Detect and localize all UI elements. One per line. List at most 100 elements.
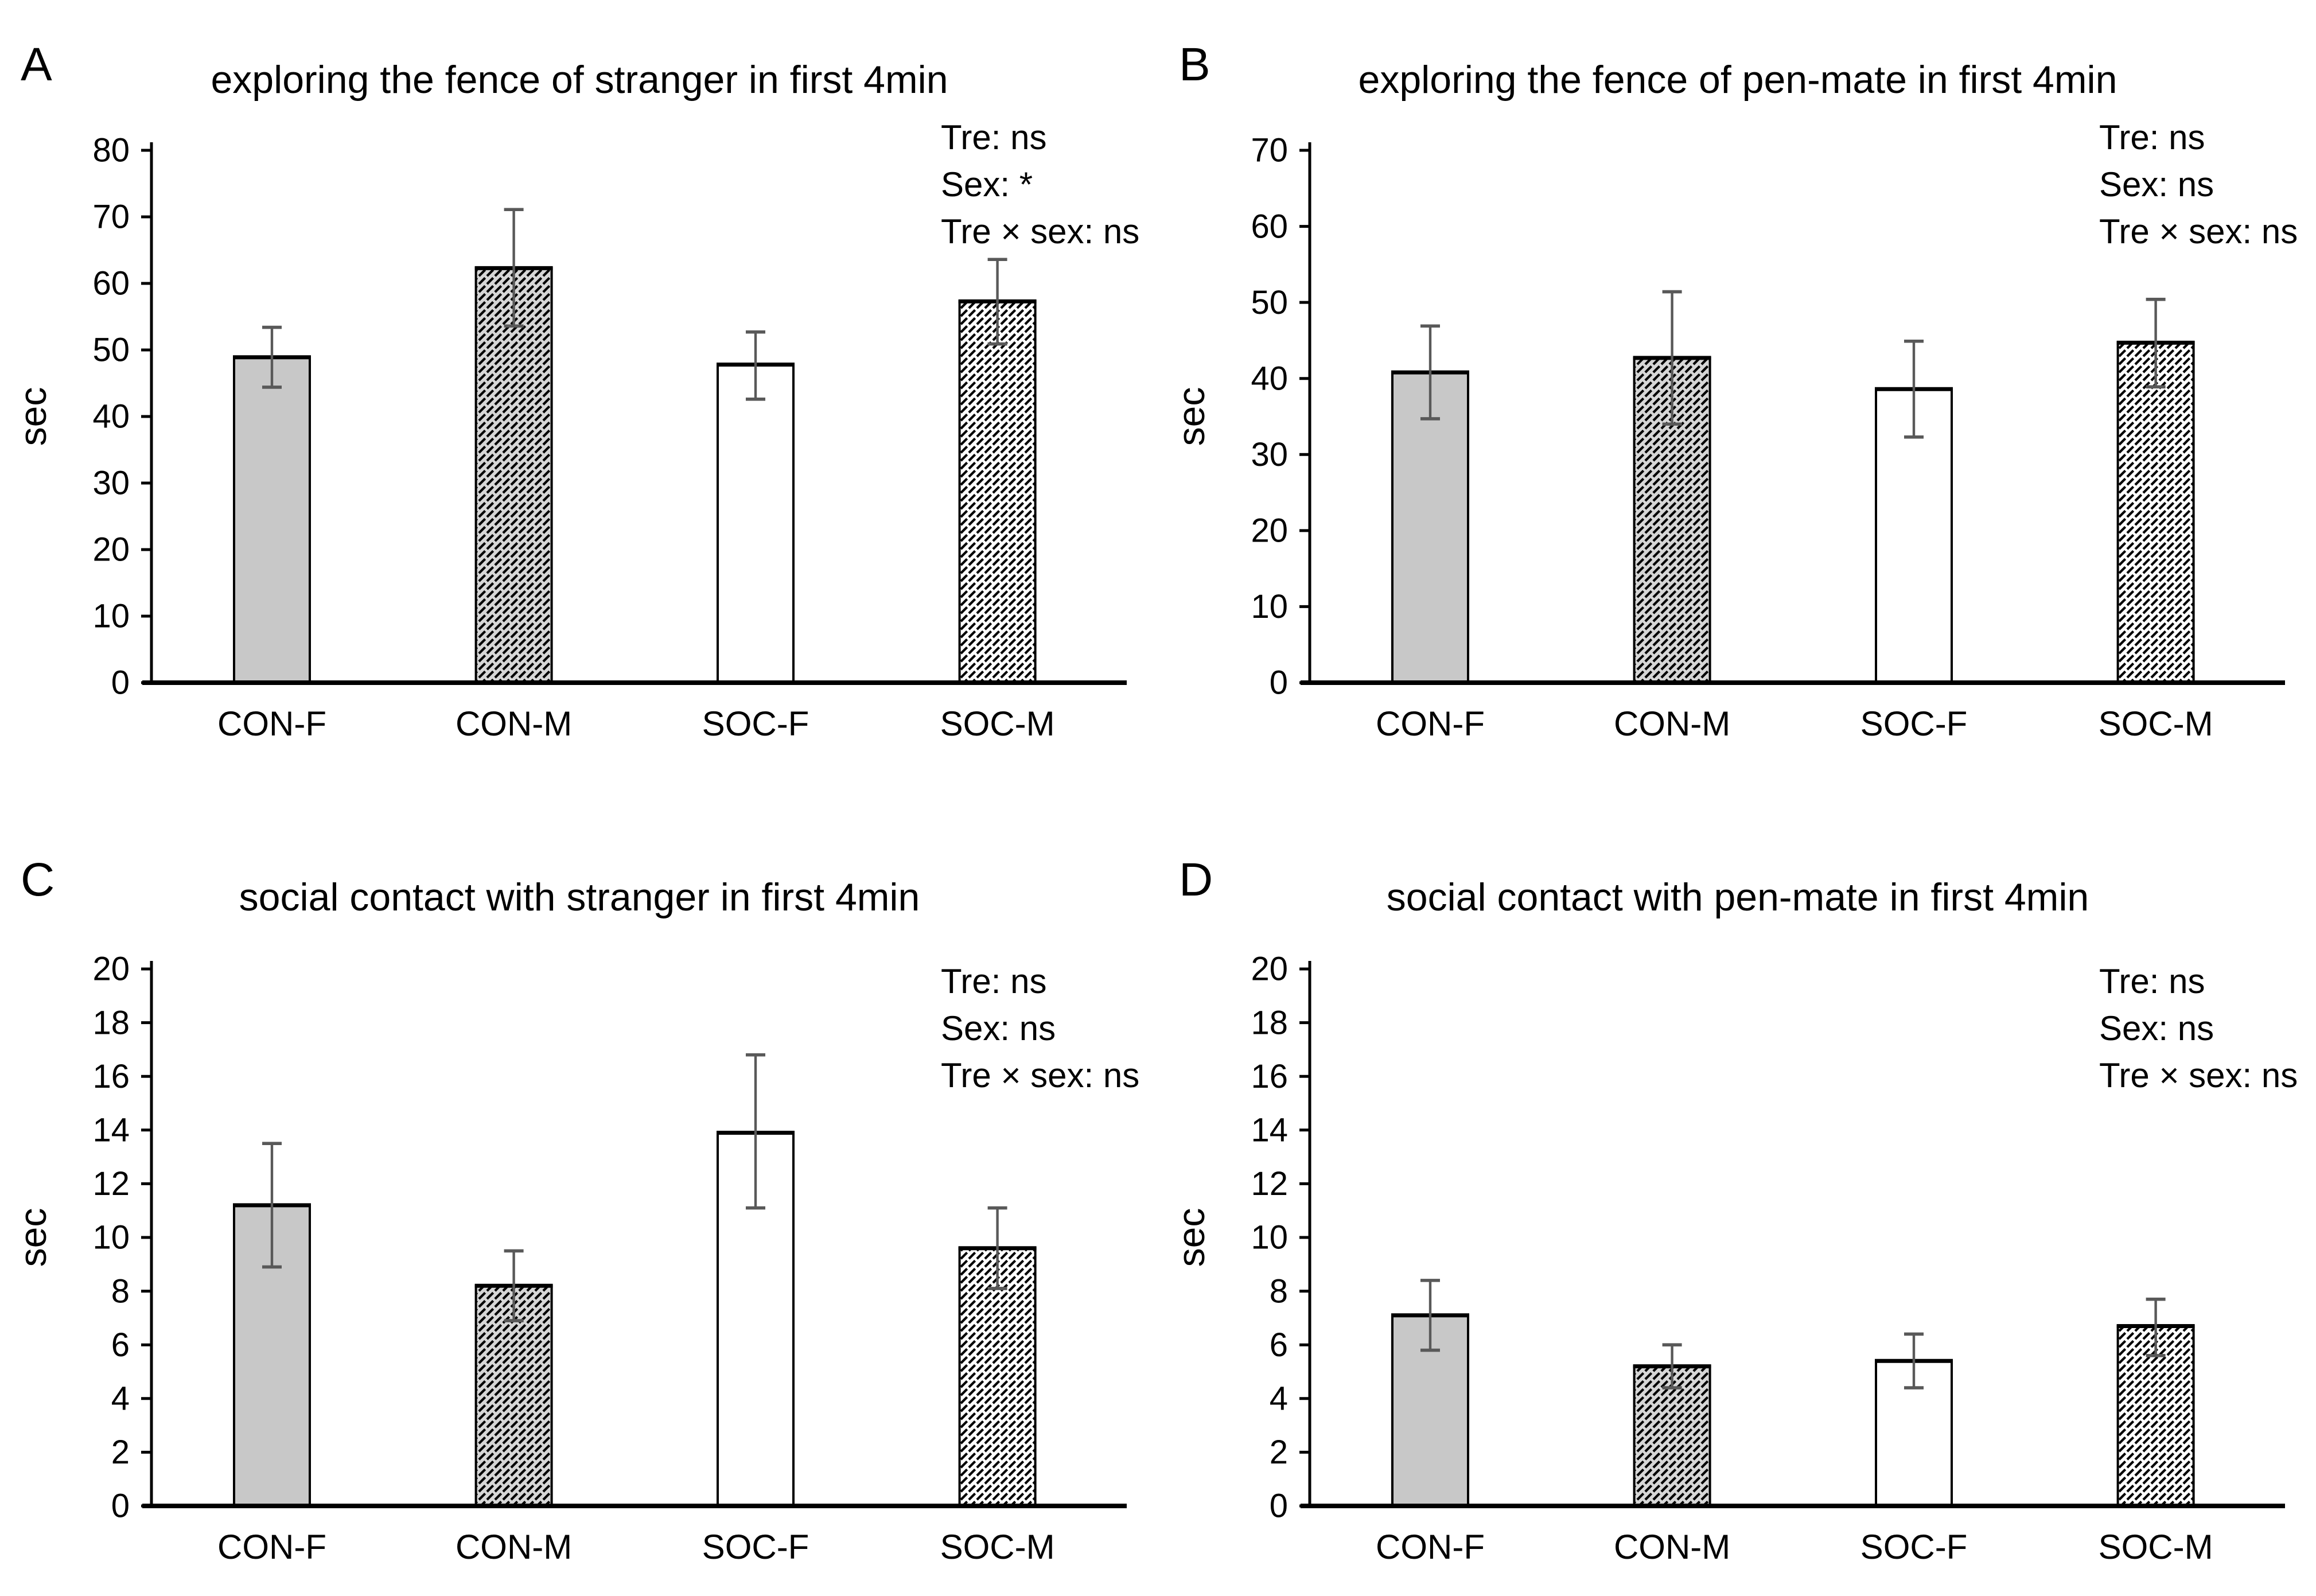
bar-SOC-M: [2116, 341, 2195, 684]
y-tick-label: 60: [92, 265, 130, 302]
y-tick-label: 16: [1251, 1058, 1288, 1095]
x-label-CON-F: CON-F: [1376, 1528, 1485, 1566]
y-tick-label: 20: [92, 951, 130, 988]
y-axis-title: sec: [1170, 387, 1212, 446]
y-tick-label: 16: [92, 1058, 130, 1095]
y-tick-label: 4: [1269, 1380, 1287, 1418]
x-label-SOC-M: SOC-M: [2098, 1528, 2213, 1566]
y-tick-label: 18: [92, 1004, 130, 1041]
error-bar-CON-M: [1662, 1343, 1682, 1389]
error-bar-CON-M: [504, 208, 524, 328]
y-tick-label: 8: [1269, 1272, 1287, 1310]
stats-annotation-line: Tre × sex: ns: [941, 1056, 1139, 1095]
chart-title: exploring the fence of pen-mate in first…: [1358, 58, 2117, 102]
y-tick-label: 70: [92, 198, 130, 236]
x-label-CON-M: CON-M: [1613, 704, 1730, 743]
y-axis-title: sec: [1170, 1208, 1212, 1267]
y-tick-label: 20: [1251, 951, 1288, 988]
y-tick-label: 70: [1251, 132, 1288, 169]
y-tick-label: 10: [92, 598, 130, 635]
panel-letter: D: [1179, 854, 1213, 906]
y-tick-label: 50: [1251, 284, 1288, 321]
y-tick-label: 60: [1251, 208, 1288, 245]
x-label-SOC-M: SOC-M: [940, 704, 1055, 743]
y-tick-label: 0: [1269, 1488, 1287, 1525]
y-tick-label: 14: [92, 1112, 130, 1149]
panel-letter: C: [21, 854, 55, 906]
error-bar-CON-F: [262, 1142, 282, 1269]
panel-B-chart: 0 10 20 30 40 50 60 70 CON-F CON-M SOC-F SOC-M sec B e…: [1170, 38, 2298, 743]
y-tick-label: 40: [92, 398, 130, 435]
error-bar-SOC-F: [746, 330, 765, 401]
bar-CON-F: [1391, 371, 1469, 684]
x-label-CON-F: CON-F: [1376, 704, 1485, 743]
x-label-SOC-F: SOC-F: [702, 1528, 809, 1566]
error-bar-SOC-M: [987, 258, 1007, 346]
y-tick-label: 8: [111, 1272, 130, 1310]
bar-CON-F: [233, 356, 311, 684]
stats-annotation-line: Tre: ns: [941, 962, 1046, 1001]
y-tick-label: 10: [1251, 1219, 1288, 1256]
y-tick-label: 0: [111, 1488, 130, 1525]
error-bar-SOC-F: [1904, 1332, 1924, 1389]
y-tick-label: 12: [92, 1165, 130, 1202]
y-tick-label: 20: [92, 531, 130, 569]
bar-SOC-M: [958, 300, 1037, 684]
y-tick-label: 14: [1251, 1112, 1288, 1149]
x-label-CON-M: CON-M: [456, 1528, 572, 1566]
bar-SOC-M: [958, 1247, 1037, 1507]
y-axis-title: sec: [11, 1208, 54, 1267]
x-label-CON-M: CON-M: [456, 704, 572, 743]
stats-annotation-line: Tre: ns: [2099, 118, 2205, 157]
x-label-CON-M: CON-M: [1613, 1528, 1730, 1566]
error-bar-CON-F: [262, 325, 282, 389]
x-label-CON-F: CON-F: [217, 1528, 326, 1566]
chart-title: social contact with pen-mate in first 4m…: [1386, 875, 2089, 919]
stats-annotation-line: Tre × sex: ns: [2099, 1056, 2298, 1095]
y-tick-label: 6: [1269, 1326, 1287, 1364]
error-bar-CON-M: [504, 1249, 524, 1322]
bar-CON-M: [474, 1284, 553, 1507]
x-label-SOC-F: SOC-F: [1860, 1528, 1967, 1566]
y-tick-label: 6: [111, 1326, 130, 1364]
y-tick-label: 40: [1251, 360, 1288, 397]
y-tick-label: 2: [1269, 1434, 1287, 1471]
y-tick-label: 20: [1251, 512, 1288, 550]
y-axis-title: sec: [11, 387, 54, 446]
x-label-SOC-F: SOC-F: [1860, 704, 1967, 743]
y-tick-label: 10: [92, 1219, 130, 1256]
y-tick-label: 4: [111, 1380, 130, 1418]
y-tick-label: 10: [1251, 588, 1288, 625]
chart-title: exploring the fence of stranger in first…: [211, 58, 948, 102]
error-bar-SOC-F: [1904, 339, 1924, 439]
panel-A: 0 10 20 30 40 50 60 70 80 CON-F CON-M SOC-F SOC-M sec…: [0, 0, 1158, 798]
chart-title: social contact with stranger in first 4m…: [239, 875, 920, 919]
x-label-SOC-F: SOC-F: [702, 704, 809, 743]
stats-annotation-line: Tre: ns: [2099, 962, 2205, 1001]
y-tick-label: 18: [1251, 1004, 1288, 1041]
y-tick-label: 80: [92, 132, 130, 169]
panel-A-chart: 0 10 20 30 40 50 60 70 80 CON-F CON-M SOC-F SOC-M sec…: [11, 38, 1139, 743]
stats-annotation-line: Sex: ns: [2099, 1009, 2214, 1048]
panel-D-chart: 0 2 4 6 8 10 12 14 16 18 20 CON-F CON-M SOC-F SOC-M sec…: [1170, 854, 2298, 1566]
stats-annotation-line: Tre × sex: ns: [941, 212, 1139, 251]
error-bar-CON-F: [1420, 1279, 1440, 1352]
panel-D: 0 2 4 6 8 10 12 14 16 18 20 CON-F CON-M SOC-F SOC-M sec…: [1158, 798, 2316, 1596]
stats-annotation-line: Tre: ns: [941, 118, 1046, 157]
y-tick-label: 30: [1251, 436, 1288, 473]
stats-annotation-line: Tre × sex: ns: [2099, 212, 2298, 251]
error-bar-SOC-M: [2146, 1297, 2166, 1357]
stats-annotation-line: Sex: ns: [941, 1009, 1056, 1048]
panel-C-chart: 0 2 4 6 8 10 12 14 16 18 20 CON-F CON-M SOC-F SOC-M sec…: [11, 854, 1139, 1566]
y-tick-label: 0: [111, 664, 130, 702]
y-tick-label: 12: [1251, 1165, 1288, 1202]
x-label-SOC-M: SOC-M: [940, 1528, 1055, 1566]
error-bar-CON-F: [1420, 324, 1440, 421]
y-tick-label: 2: [111, 1434, 130, 1471]
y-tick-label: 0: [1269, 664, 1287, 702]
x-label-SOC-M: SOC-M: [2098, 704, 2213, 743]
stats-annotation-line: Sex: ns: [2099, 165, 2214, 204]
error-bar-CON-M: [1662, 290, 1682, 426]
